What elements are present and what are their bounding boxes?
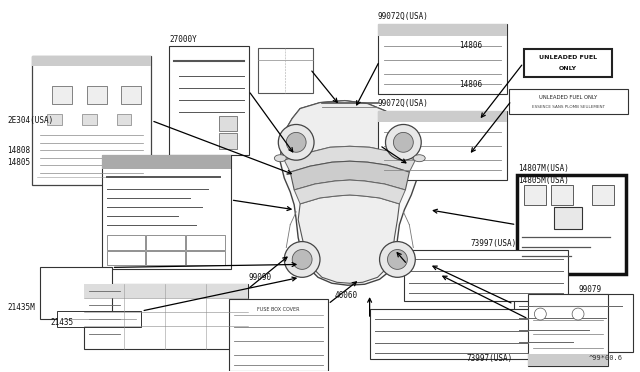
Bar bbox=[524, 185, 547, 205]
Text: ONLY: ONLY bbox=[559, 66, 577, 71]
Text: 99072Q(USA): 99072Q(USA) bbox=[378, 12, 428, 21]
Bar bbox=[529, 294, 608, 366]
Bar bbox=[404, 250, 568, 301]
Bar bbox=[186, 235, 225, 250]
Bar bbox=[107, 235, 145, 250]
Bar bbox=[147, 250, 185, 265]
Bar bbox=[102, 155, 230, 169]
Circle shape bbox=[292, 250, 312, 269]
Bar bbox=[84, 284, 248, 349]
Bar bbox=[592, 185, 614, 205]
Bar bbox=[52, 86, 72, 104]
Bar bbox=[47, 113, 62, 125]
Text: ^99*00.6: ^99*00.6 bbox=[589, 355, 623, 361]
Bar bbox=[378, 110, 507, 122]
Bar bbox=[529, 354, 608, 366]
Text: 14806: 14806 bbox=[459, 41, 482, 49]
Bar bbox=[554, 207, 582, 229]
Bar bbox=[509, 89, 628, 113]
Text: 73997(USA): 73997(USA) bbox=[467, 354, 513, 363]
Text: 14805: 14805 bbox=[7, 158, 31, 167]
Text: UNLEADED FUEL: UNLEADED FUEL bbox=[539, 55, 597, 61]
Circle shape bbox=[534, 308, 547, 320]
Circle shape bbox=[385, 125, 421, 160]
Circle shape bbox=[380, 241, 415, 277]
Text: UNLEADED FUEL ONLY: UNLEADED FUEL ONLY bbox=[539, 95, 597, 100]
Bar bbox=[57, 311, 141, 327]
Ellipse shape bbox=[275, 155, 286, 162]
Bar bbox=[40, 267, 111, 319]
Bar bbox=[116, 113, 131, 125]
Text: 99090: 99090 bbox=[248, 273, 271, 282]
Bar bbox=[32, 56, 151, 66]
Polygon shape bbox=[294, 180, 405, 204]
Bar bbox=[378, 24, 507, 94]
Bar bbox=[219, 116, 237, 131]
Text: FUSE BOX COVER: FUSE BOX COVER bbox=[257, 307, 300, 312]
Polygon shape bbox=[284, 146, 415, 172]
Bar bbox=[102, 155, 230, 269]
Bar bbox=[228, 299, 328, 371]
Polygon shape bbox=[280, 101, 419, 285]
Text: 99079: 99079 bbox=[578, 285, 601, 294]
Bar bbox=[378, 24, 507, 36]
Circle shape bbox=[286, 132, 306, 152]
Text: 21435: 21435 bbox=[50, 318, 73, 327]
Bar bbox=[219, 134, 237, 149]
Circle shape bbox=[278, 125, 314, 160]
Text: 21435M: 21435M bbox=[7, 302, 35, 312]
Ellipse shape bbox=[413, 155, 425, 162]
Bar bbox=[513, 294, 633, 352]
Bar bbox=[259, 48, 313, 93]
Text: 14808: 14808 bbox=[7, 146, 31, 155]
Bar bbox=[32, 56, 151, 185]
Bar bbox=[107, 250, 145, 265]
Bar bbox=[378, 110, 507, 180]
Text: 2E304(USA): 2E304(USA) bbox=[7, 116, 54, 125]
Bar bbox=[186, 250, 225, 265]
Circle shape bbox=[387, 250, 407, 269]
Bar bbox=[169, 46, 248, 155]
Text: 14806: 14806 bbox=[459, 80, 482, 89]
Bar bbox=[147, 235, 185, 250]
Bar bbox=[551, 185, 573, 205]
Text: 27000Y: 27000Y bbox=[169, 35, 197, 44]
Text: 46060: 46060 bbox=[335, 291, 358, 300]
Bar bbox=[516, 175, 626, 274]
Text: ESSENCE SANS PLOMB SEULEMENT: ESSENCE SANS PLOMB SEULEMENT bbox=[532, 105, 605, 109]
Text: 14807M(USA): 14807M(USA) bbox=[518, 164, 570, 173]
Text: 73997(USA): 73997(USA) bbox=[471, 239, 517, 248]
Circle shape bbox=[394, 132, 413, 152]
Bar bbox=[370, 309, 533, 359]
Circle shape bbox=[572, 308, 584, 320]
Text: 99072Q(USA): 99072Q(USA) bbox=[378, 99, 428, 108]
Bar bbox=[87, 86, 107, 104]
Polygon shape bbox=[290, 161, 410, 190]
Bar bbox=[524, 49, 612, 77]
Polygon shape bbox=[282, 101, 417, 160]
Polygon shape bbox=[298, 195, 399, 283]
Bar bbox=[122, 86, 141, 104]
Circle shape bbox=[284, 241, 320, 277]
Bar bbox=[82, 113, 97, 125]
Bar bbox=[84, 284, 248, 298]
Text: 14805M(USA): 14805M(USA) bbox=[518, 176, 570, 185]
